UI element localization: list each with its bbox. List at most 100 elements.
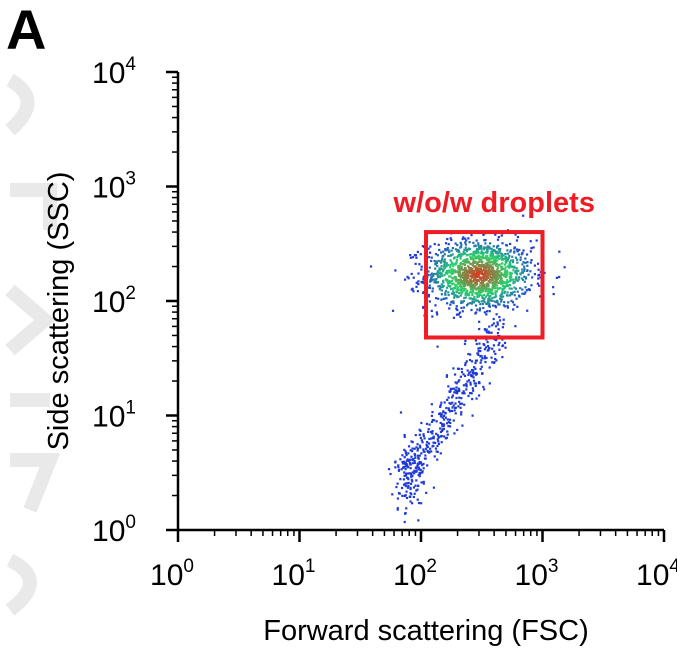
data-point [487, 284, 490, 287]
data-point [504, 270, 507, 273]
data-point [487, 304, 491, 308]
data-point [506, 249, 509, 252]
data-point [483, 272, 487, 276]
data-point [417, 473, 420, 477]
data-point [439, 427, 442, 430]
data-point [529, 250, 532, 253]
data-point [415, 256, 418, 259]
data-point [506, 306, 510, 309]
data-point [494, 278, 497, 281]
data-point [423, 437, 426, 440]
data-point [444, 271, 447, 274]
data-point [472, 284, 475, 287]
data-point [417, 466, 420, 469]
data-point [442, 410, 445, 413]
data-point [418, 468, 421, 471]
data-point [462, 236, 465, 239]
data-point [475, 342, 478, 346]
data-point [482, 266, 486, 269]
data-point [418, 428, 421, 431]
data-point [456, 250, 459, 253]
data-point [440, 264, 443, 268]
data-point [468, 269, 471, 272]
data-point [448, 269, 451, 272]
data-point [513, 250, 516, 253]
data-point [470, 308, 473, 312]
data-point [451, 287, 454, 290]
data-point [466, 289, 469, 293]
data-point [459, 255, 462, 258]
data-point [495, 284, 499, 287]
data-point [483, 287, 486, 290]
data-point [442, 250, 445, 253]
data-point [455, 261, 458, 264]
data-point [394, 460, 397, 463]
data-point [471, 300, 474, 303]
data-point [486, 251, 489, 254]
data-point [494, 290, 497, 293]
data-point [404, 472, 407, 475]
data-point [437, 285, 440, 288]
data-point [468, 358, 472, 362]
data-point [464, 237, 467, 240]
data-point [426, 450, 430, 453]
data-point [456, 296, 459, 299]
data-point [486, 276, 490, 279]
data-point [533, 273, 537, 276]
data-point [482, 306, 485, 310]
data-point [484, 262, 487, 265]
data-point [494, 261, 497, 264]
data-point [420, 452, 423, 455]
data-point [460, 243, 463, 246]
data-point [426, 441, 429, 444]
data-point [467, 394, 470, 398]
data-point [481, 255, 485, 258]
data-point [521, 271, 525, 274]
data-point [439, 267, 442, 270]
data-point [480, 271, 484, 274]
data-point [474, 361, 477, 365]
data-point [470, 253, 473, 256]
data-point [475, 275, 478, 279]
data-point [464, 243, 468, 246]
data-point [454, 402, 457, 405]
data-point [450, 272, 453, 275]
data-point [530, 284, 533, 287]
data-point [489, 266, 492, 269]
data-point [472, 251, 475, 254]
data-point [481, 272, 484, 275]
x-tick-label: 101 [272, 556, 316, 592]
data-point [515, 267, 518, 270]
data-point [469, 255, 472, 259]
data-point [470, 392, 473, 395]
data-point [410, 440, 413, 443]
data-point [469, 285, 472, 289]
data-point [506, 258, 510, 261]
data-point [454, 412, 457, 415]
data-point [464, 363, 467, 367]
data-point [491, 271, 494, 274]
data-point [485, 276, 488, 279]
data-point [515, 278, 518, 281]
data-point [484, 346, 488, 349]
data-point [441, 255, 444, 258]
data-point [523, 275, 526, 278]
data-point [563, 266, 566, 269]
data-point [473, 273, 476, 276]
data-point [435, 281, 438, 284]
data-point [447, 293, 450, 297]
data-point [479, 258, 482, 262]
data-point [457, 248, 460, 252]
data-point [416, 250, 419, 254]
data-point [488, 297, 491, 300]
data-point [413, 460, 416, 463]
data-point [495, 277, 498, 280]
data-point [524, 277, 528, 280]
data-point [480, 365, 483, 368]
data-point [492, 361, 496, 364]
data-point [430, 437, 433, 440]
data-point [457, 313, 460, 316]
data-point [461, 280, 465, 283]
axes: 100 101 102 103 104 100 101 102 103 104 [92, 54, 677, 592]
data-point [480, 276, 484, 279]
